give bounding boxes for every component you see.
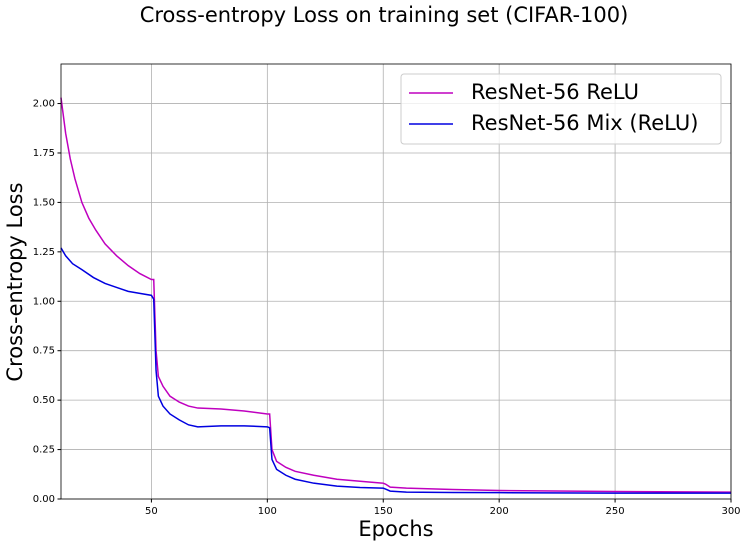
y-axis-label: Cross-entropy Loss [3, 182, 27, 381]
x-tick-label: 100 [258, 506, 277, 517]
legend-label: ResNet-56 ReLU [471, 80, 639, 104]
x-tick-label: 250 [606, 506, 625, 517]
legend-box [400, 73, 722, 145]
legend-label: ResNet-56 Mix (ReLU) [471, 111, 698, 135]
y-tick-label: 1.50 [33, 197, 55, 208]
y-tick-label: 1.75 [33, 148, 55, 159]
x-tick-label: 200 [490, 506, 509, 517]
x-tick-label: 300 [721, 506, 740, 517]
y-tick-label: 0.50 [33, 395, 55, 406]
y-tick-label: 1.25 [33, 247, 55, 258]
y-tick-label: 0.75 [33, 346, 55, 357]
y-tick-label: 2.00 [33, 99, 55, 110]
x-axis-label: Epochs [358, 517, 433, 541]
x-tick-label: 50 [145, 506, 158, 517]
legend: ResNet-56 ReLU ResNet-56 Mix (ReLU) [400, 73, 722, 145]
y-tick-label: 1.00 [33, 296, 55, 307]
y-tick-label: 0.00 [33, 494, 55, 505]
series-line [60, 247, 731, 494]
x-tick-label: 150 [374, 506, 393, 517]
y-tick-label: 0.25 [33, 445, 55, 456]
plot-frame [60, 63, 732, 500]
series-line [60, 97, 732, 493]
chart-title: Cross-entropy Loss on training set (CIFA… [140, 3, 629, 27]
